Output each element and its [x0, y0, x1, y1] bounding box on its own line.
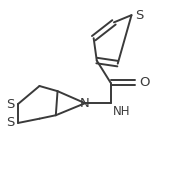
Text: S: S	[6, 116, 14, 130]
Text: NH: NH	[113, 105, 131, 118]
Text: O: O	[139, 76, 150, 89]
Text: S: S	[6, 98, 14, 111]
Text: S: S	[135, 9, 143, 22]
Text: N: N	[80, 97, 90, 110]
